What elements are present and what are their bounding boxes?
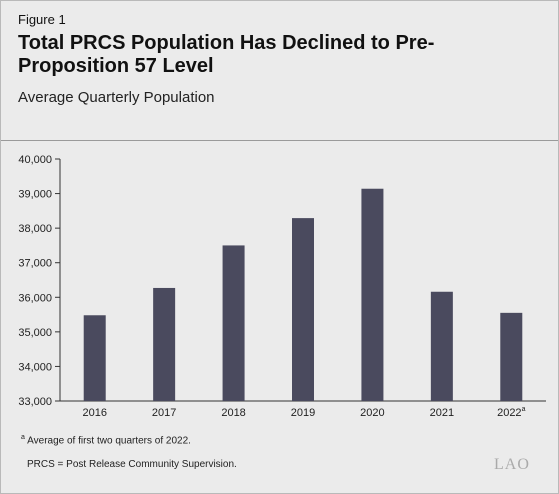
- bar-2018: [222, 245, 245, 401]
- x-tick-label: 2019: [291, 407, 315, 419]
- bar-2020: [361, 188, 384, 401]
- x-tick-label: 2021: [430, 407, 454, 419]
- figure-label: Figure 1: [18, 12, 66, 27]
- y-tick-label: 36,000: [18, 292, 52, 304]
- y-tick-label: 40,000: [18, 154, 52, 166]
- chart-title: Total PRCS Population Has Declined to Pr…: [18, 32, 435, 77]
- x-tick-label: 2016: [82, 407, 106, 419]
- y-tick-label: 38,000: [18, 223, 52, 235]
- x-tick-label: 2022a: [497, 406, 525, 419]
- lao-logo: LAO: [494, 456, 530, 473]
- title-divider: [1, 140, 558, 141]
- x-tick-label: 2017: [152, 407, 176, 419]
- y-tick-label: 33,000: [18, 396, 52, 408]
- y-tick-label: 39,000: [18, 189, 52, 201]
- x-tick-label: 2020: [360, 407, 384, 419]
- footnote-marker: a: [21, 434, 25, 441]
- y-tick-label: 34,000: [18, 361, 52, 373]
- bar-2019: [292, 218, 314, 401]
- bar-chart: 33,000 34,000 35,000 36,000 37,000 38,000 39,0…: [18, 154, 546, 419]
- footnote: a Average of first two quarters of 2022.: [21, 434, 191, 446]
- y-tick-label: 35,000: [18, 327, 52, 339]
- x-tick-superscript: a: [522, 406, 526, 413]
- bar-2017: [153, 287, 176, 401]
- bar-2022: [500, 312, 523, 401]
- y-tick-label: 37,000: [18, 258, 52, 270]
- x-tick-label: 2018: [221, 407, 245, 419]
- footnote-text: Average of first two quarters of 2022.: [27, 435, 191, 447]
- chart-subtitle: Average Quarterly Population: [18, 89, 215, 106]
- bar-2021: [430, 291, 453, 401]
- bar-2016: [83, 315, 106, 401]
- abbreviation-note: PRCS = Post Release Community Supervisio…: [27, 459, 237, 470]
